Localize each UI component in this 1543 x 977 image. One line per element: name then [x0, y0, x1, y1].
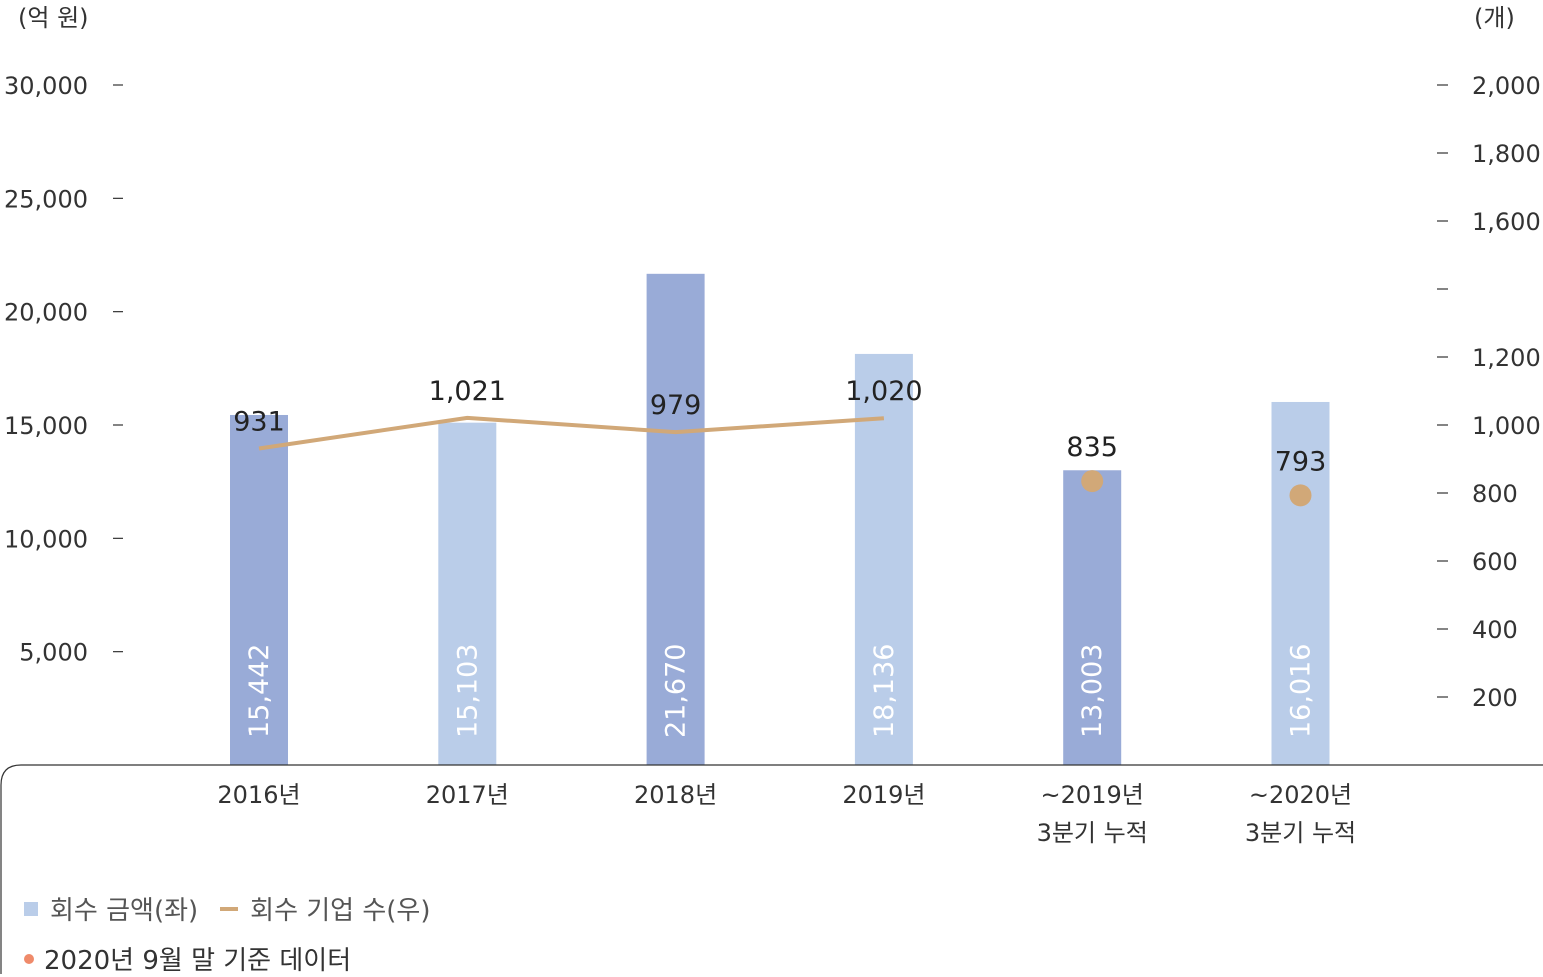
line-series: 931 1,021 979 1,020: [233, 376, 923, 451]
x-tick-label: 2017년: [426, 781, 509, 809]
left-tick-label: 30,000: [4, 72, 88, 100]
legend-line-swatch: [220, 906, 239, 911]
left-axis: 5,000 10,000 15,000 20,000 25,000 30,000: [4, 72, 123, 667]
legend-note-dot: [24, 953, 34, 964]
right-tick-label: 1,000: [1472, 412, 1541, 440]
x-tick-label: 3분기 누적: [1245, 819, 1356, 847]
right-axis: 200 400 600 800 1,000 1,200 1,600 1,800 2,000: [1437, 72, 1541, 712]
bar: [1063, 470, 1122, 765]
right-tick-label: 400: [1472, 616, 1518, 644]
x-tick-label: 3분기 누적: [1037, 819, 1148, 847]
left-tick-label: 10,000: [4, 525, 88, 553]
line-value-label: 1,020: [845, 376, 922, 407]
line-value-label: 931: [233, 406, 285, 437]
left-tick-label: 20,000: [4, 299, 88, 327]
x-axis-line: [0, 764, 1543, 974]
bar-value-label: 18,136: [869, 644, 900, 738]
bar-value-label: 15,103: [452, 644, 483, 738]
bar-series: 15,442 15,103 21,670 18,136 13,003 16,016: [230, 273, 1330, 765]
left-axis-unit: (억 원): [18, 4, 89, 32]
legend-note: 2020년 9월 말 기준 데이터: [24, 940, 351, 977]
line-path: [258, 415, 885, 451]
dot-marker: [1081, 470, 1104, 493]
dot-marker: [1289, 484, 1312, 507]
right-tick-label: 1,600: [1472, 208, 1541, 236]
left-tick-label: 25,000: [4, 185, 88, 213]
legend-bars-label: 회수 금액(좌): [50, 896, 199, 926]
right-tick-label: 800: [1472, 480, 1518, 508]
left-tick-label: 15,000: [4, 412, 88, 440]
bar-value-label: 13,003: [1077, 644, 1108, 738]
bar: [1271, 401, 1330, 765]
x-tick-label: 2016년: [217, 781, 300, 809]
x-tick-label: ~2020년: [1249, 781, 1352, 809]
dot-series: 835 793: [1066, 432, 1327, 507]
x-tick-label: 2019년: [842, 781, 925, 809]
dot-value-label: 793: [1275, 446, 1327, 477]
legend-note-label: 2020년 9월 말 기준 데이터: [44, 946, 352, 976]
right-tick-label: 200: [1472, 684, 1518, 712]
bar: [646, 273, 705, 765]
x-tick-label: ~2019년: [1041, 781, 1144, 809]
bar-value-label: 15,442: [244, 644, 275, 738]
bar: [230, 414, 288, 765]
bar: [854, 353, 913, 765]
right-tick-label: 600: [1472, 548, 1518, 576]
right-tick-label: 1,200: [1472, 344, 1541, 372]
bar-value-label: 16,016: [1286, 644, 1317, 738]
right-tick-label: 1,800: [1472, 140, 1541, 168]
line-value-label: 979: [650, 390, 702, 421]
legend-line-label: 회수 기업 수(우): [250, 896, 431, 926]
line-value-label: 1,021: [429, 376, 506, 407]
right-tick-label: 2,000: [1472, 72, 1541, 100]
legend-bar-swatch: [24, 901, 38, 916]
bar: [438, 422, 497, 765]
x-tick-label: 2018년: [634, 781, 717, 809]
dot-value-label: 835: [1066, 432, 1118, 463]
x-axis: 2016년 2017년 2018년 2019년 ~2019년 3분기 누적 ~2020년 3분…: [0, 764, 1543, 974]
left-tick-label: 5,000: [19, 639, 88, 667]
legend: 회수 금액(좌) 회수 기업 수(우): [24, 890, 431, 927]
right-axis-unit: (개): [1474, 4, 1515, 32]
bar-value-label: 21,670: [661, 644, 692, 738]
